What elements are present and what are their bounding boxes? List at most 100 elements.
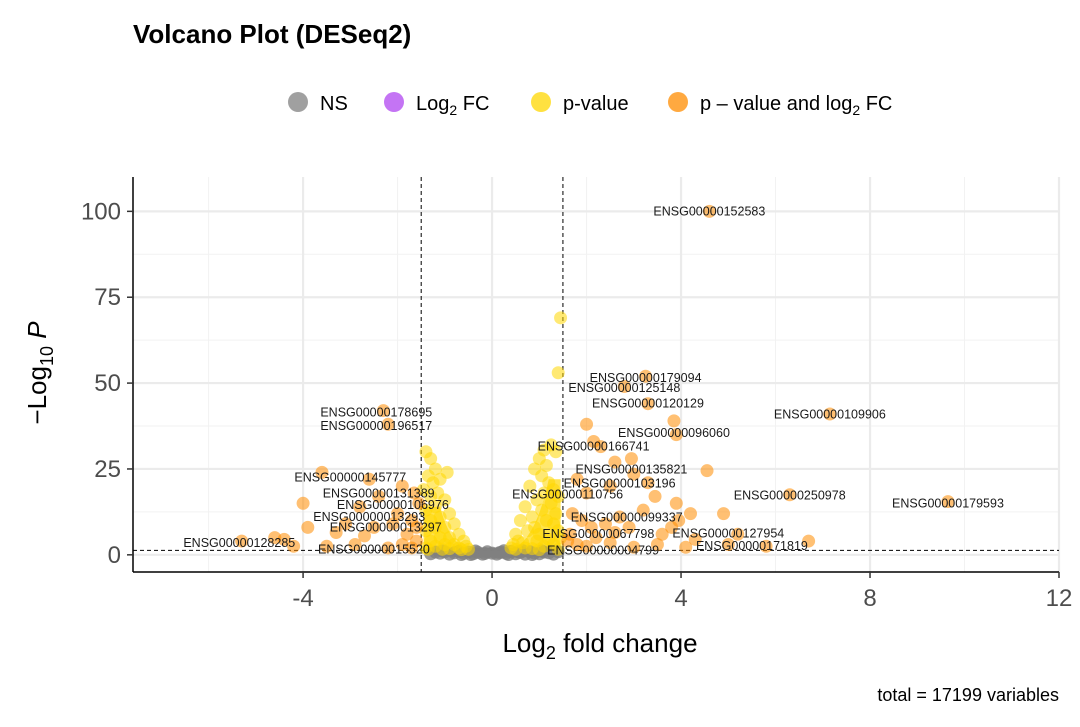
gene-label: ENSG00000128285 — [183, 536, 295, 550]
gene-label: ENSG00000179094 — [590, 371, 702, 385]
point-pfc — [598, 517, 612, 531]
point-p — [454, 543, 468, 557]
gene-label: ENSG00000250978 — [734, 488, 846, 502]
gene-label: ENSG00000096060 — [618, 426, 730, 440]
gene-label: ENSG00000178695 — [320, 405, 432, 419]
axes: -4 0 4 8 12 0 25 50 75 100 — [81, 177, 1072, 612]
point-pfc — [721, 538, 735, 552]
point-pfc — [641, 476, 655, 490]
gene-label: ENSG00000131389 — [323, 487, 435, 501]
gene-label: ENSG00000166741 — [538, 440, 650, 454]
gene-label: ENSG00000152583 — [653, 204, 765, 218]
point-pfc — [627, 467, 641, 481]
point-pfc — [381, 541, 395, 555]
point-pfc — [823, 407, 837, 421]
point-p — [549, 507, 563, 521]
point-p — [551, 366, 565, 380]
legend-key-p — [531, 92, 551, 112]
legend-label-ns: NS — [320, 93, 348, 115]
chart-title: Volcano Plot (DESeq2) — [133, 19, 411, 49]
point-p — [554, 311, 568, 325]
point-pfc — [617, 380, 631, 394]
gene-label: ENSG00000171819 — [696, 539, 808, 553]
point-pfc — [412, 496, 426, 510]
point-p — [424, 452, 438, 466]
point-pfc — [702, 204, 716, 218]
legend-key-fc — [384, 92, 404, 112]
x-axis-title-prefix: Log — [502, 628, 545, 658]
point-pfc — [589, 531, 603, 545]
point-pfc — [594, 440, 608, 454]
point-pfc — [320, 539, 334, 553]
point-pfc — [700, 464, 714, 478]
point-pfc — [688, 532, 702, 546]
point-p — [509, 542, 523, 556]
gene-label: ENSG00000099337 — [571, 511, 683, 525]
point-pfc — [783, 488, 797, 502]
point-pfc — [802, 534, 816, 548]
point-pfc — [570, 472, 584, 486]
x-axis-title-sub: 2 — [546, 643, 556, 663]
legend-label-text: Log — [416, 93, 449, 115]
point-pfc — [731, 527, 745, 541]
point-pfc — [391, 507, 405, 521]
gene-label: ENSG00000067798 — [542, 527, 654, 541]
gene-label: ENSG00000135821 — [575, 463, 687, 477]
gene-label: ENSG00000013297 — [330, 520, 442, 534]
point-pfc — [584, 520, 598, 534]
x-axis-title-suffix: fold change — [556, 628, 698, 658]
point-p — [530, 493, 544, 507]
x-tick-label: 0 — [485, 585, 498, 612]
gene-label: ENSG00000106976 — [337, 498, 449, 512]
legend-label-sub: 2 — [449, 102, 457, 118]
point-pfc — [603, 536, 617, 550]
legend-label-p: p-value — [563, 93, 629, 115]
point-pfc — [268, 531, 282, 545]
point-p — [535, 503, 549, 517]
gene-label: ENSG00000015520 — [318, 543, 430, 557]
legend-label-text: p-value — [563, 93, 629, 115]
y-tick-label: 50 — [94, 370, 121, 397]
point-pfc — [639, 369, 653, 383]
data-points — [235, 204, 955, 561]
gene-labels: ENSG00000152583 ENSG00000179094 ENSG000001… — [183, 204, 1004, 557]
point-pfc — [367, 520, 381, 534]
y-axis-title-prefix: −Log — [22, 366, 52, 425]
point-pfc — [648, 489, 662, 503]
gene-label: ENSG00000179593 — [892, 496, 1004, 510]
point-pfc — [669, 428, 683, 442]
point-pfc — [407, 486, 421, 500]
point-pfc — [395, 479, 409, 493]
x-tick-label: 8 — [863, 585, 876, 612]
point-p — [525, 510, 539, 524]
point-pfc — [301, 520, 315, 534]
point-pfc — [580, 539, 594, 553]
point-pfc — [400, 527, 414, 541]
gene-label: ENSG00000013293 — [313, 510, 425, 524]
caption: total = 17199 variables — [877, 685, 1059, 705]
point-pfc — [759, 539, 773, 553]
point-pfc — [624, 452, 638, 466]
legend-label-pfc: p – value and log2 FC — [700, 93, 892, 118]
point-pfc — [717, 507, 731, 521]
point-pfc — [296, 496, 310, 510]
point-p — [438, 520, 452, 534]
point-pfc — [339, 517, 353, 531]
y-tick-label: 0 — [108, 542, 121, 569]
point-pfc — [358, 529, 371, 543]
point-p — [513, 513, 527, 527]
point-pfc — [287, 539, 301, 553]
point-p — [520, 524, 534, 538]
gene-label: ENSG00000120129 — [592, 397, 704, 411]
point-pfc — [655, 527, 669, 541]
point-pfc — [565, 507, 579, 521]
point-pfc — [329, 526, 343, 539]
point-pfc — [348, 538, 362, 552]
point-pfc — [608, 455, 622, 469]
point-pfc — [613, 510, 627, 524]
point-pfc — [603, 479, 617, 493]
point-pfc — [636, 503, 650, 517]
point-pfc — [650, 538, 664, 552]
point-p — [518, 500, 532, 514]
